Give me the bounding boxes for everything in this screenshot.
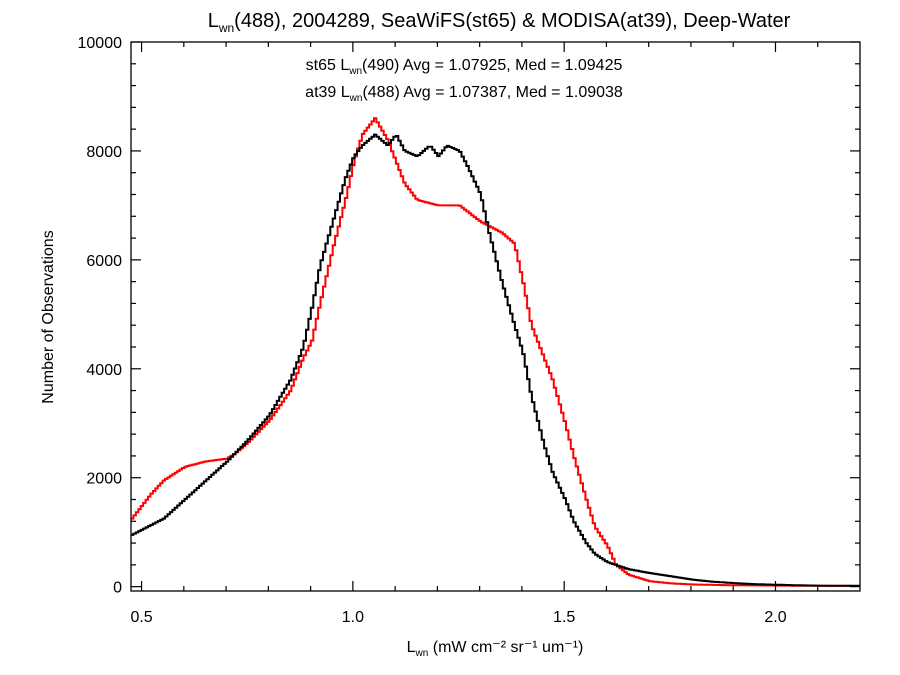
y-tick-label: 10000 (78, 35, 123, 52)
y-tick-label: 4000 (86, 362, 122, 379)
x-tick-label: 1.0 (342, 609, 364, 626)
series-line-at39 (131, 117, 860, 587)
chart-title: Lwn(488), 2004289, SeaWiFS(st65) & MODIS… (208, 10, 791, 35)
y-tick-label: 6000 (86, 253, 122, 270)
plot-area (131, 117, 860, 587)
x-axis-label: Lwn (mW cm⁻² sr⁻¹ um⁻¹) (407, 639, 584, 659)
y-axis-label: Number of Observations (40, 230, 57, 403)
x-axis-units: (mW cm⁻² sr⁻¹ um⁻¹) (428, 639, 583, 656)
plot-frame (130, 41, 861, 592)
chart-annotations: st65 Lwn(490) Avg = 1.07925, Med = 1.094… (305, 57, 623, 104)
y-tick-label: 2000 (86, 471, 122, 488)
series-line-st65 (131, 133, 860, 587)
title-text: Lwn(488), 2004289, SeaWiFS(st65) & MODIS… (208, 10, 791, 35)
axis-labels: 0.5 1.0 1.5 2.0 0 2000 4000 6000 8000 10000 Lwn (m… (40, 35, 787, 659)
annotation-at39: at39 Lwn(488) Avg = 1.07387, Med = 1.090… (305, 84, 623, 104)
x-tick-label: 0.5 (130, 609, 152, 626)
y-tick-label: 0 (113, 580, 122, 597)
y-tick-label: 8000 (86, 144, 122, 161)
axes (130, 41, 861, 592)
annotation-st65: st65 Lwn(490) Avg = 1.07925, Med = 1.094… (306, 57, 623, 77)
x-tick-label: 2.0 (764, 609, 786, 626)
x-tick-label: 1.5 (553, 609, 575, 626)
